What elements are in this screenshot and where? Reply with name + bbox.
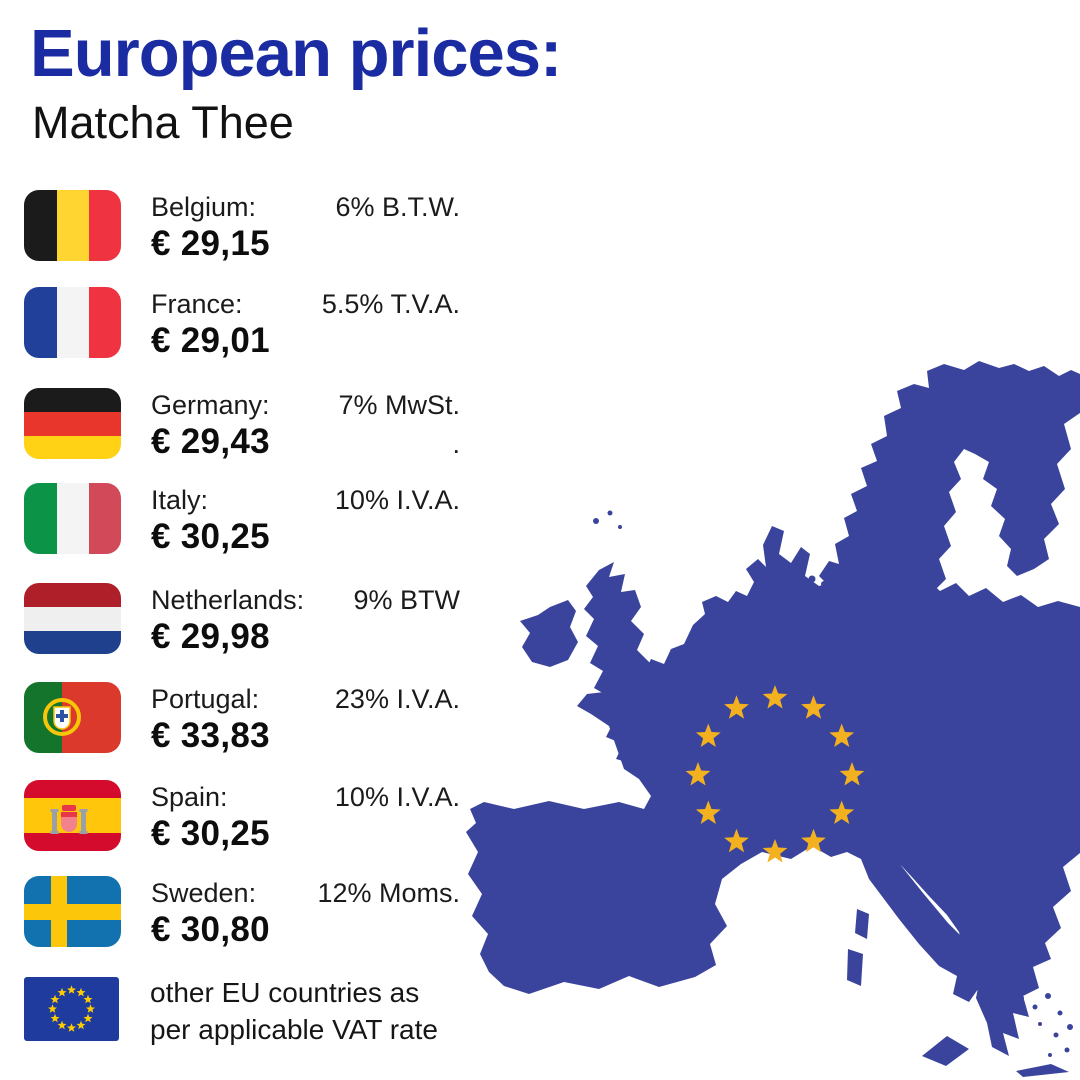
price-row-sweden: Sweden: 12% Moms. € 30,80 [24,876,460,949]
vat-rate: 10% I.V.A. [334,485,460,515]
country-label: Portugal: [151,684,260,714]
islands-group [593,510,1073,1077]
price-row-germany: Germany: 7% MwSt. € 29,43. [24,388,460,461]
price-row-italy: Italy: 10% I.V.A. € 30,25 [24,483,460,556]
price-row-netherlands: Netherlands: 9% BTW € 29,98 [24,583,460,656]
vat-rate: 5.5% T.V.A. [321,289,460,319]
price-row-spain: Spain: 10% I.V.A. € 30,25 [24,780,460,853]
price-value: € 29,98 [151,617,270,656]
footer-note-line2: per applicable VAT rate [150,1014,438,1045]
vat-rate: 12% Moms. [317,878,460,908]
price-row-france: France: 5.5% T.V.A. € 29,01 [24,287,460,360]
country-label: Spain: [151,782,228,812]
country-label: Sweden: [151,878,257,908]
vat-rate-line2: . [452,429,460,459]
country-label: Italy: [151,485,209,515]
price-value: € 33,83 [151,716,270,755]
price-row-belgium: Belgium: 6% B.T.W. € 29,15 [24,190,460,263]
page-title: European prices: [30,16,562,91]
italy-flag-icon [24,483,121,554]
country-label: France: [151,289,243,319]
vat-rate: 10% I.V.A. [334,782,460,812]
price-value: € 29,43 [151,422,270,461]
belgium-flag-icon [24,190,121,261]
price-value: € 30,25 [151,517,270,556]
vat-rate: 23% I.V.A. [334,684,460,714]
europe-map-svg [466,361,1080,1077]
germany-flag-icon [24,388,121,459]
price-value: € 30,80 [151,910,270,949]
sweden-flag-icon [24,876,121,947]
vat-rate: 6% B.T.W. [335,192,460,222]
portugal-flag-icon [24,682,121,753]
ireland-shape [520,600,578,667]
price-value: € 29,01 [151,321,270,360]
eu-flag-icon [24,977,119,1041]
country-label: Belgium: [151,192,257,222]
france-flag-icon [24,287,121,358]
vat-rate: 7% MwSt. [338,390,460,420]
scandinavia-shape [819,361,1080,672]
spain-flag-icon [24,780,121,851]
country-label: Germany: [151,390,270,420]
price-row-portugal: Portugal: 23% I.V.A. € 33,83 [24,682,460,755]
footer-row [24,977,460,1041]
footer-note-line1: other EU countries as [150,977,420,1008]
europe-map [460,355,1080,1080]
vat-rate: 9% BTW [353,585,460,615]
footer-note: other EU countries as per applicable VAT… [150,974,438,1048]
country-label: Netherlands: [151,585,305,615]
price-value: € 30,25 [151,814,270,853]
netherlands-flag-icon [24,583,121,654]
great-britain-shape [584,562,693,765]
price-value: € 29,15 [151,224,270,263]
mainland-europe-shape [466,526,1080,1056]
page-subtitle: Matcha Thee [32,97,294,148]
